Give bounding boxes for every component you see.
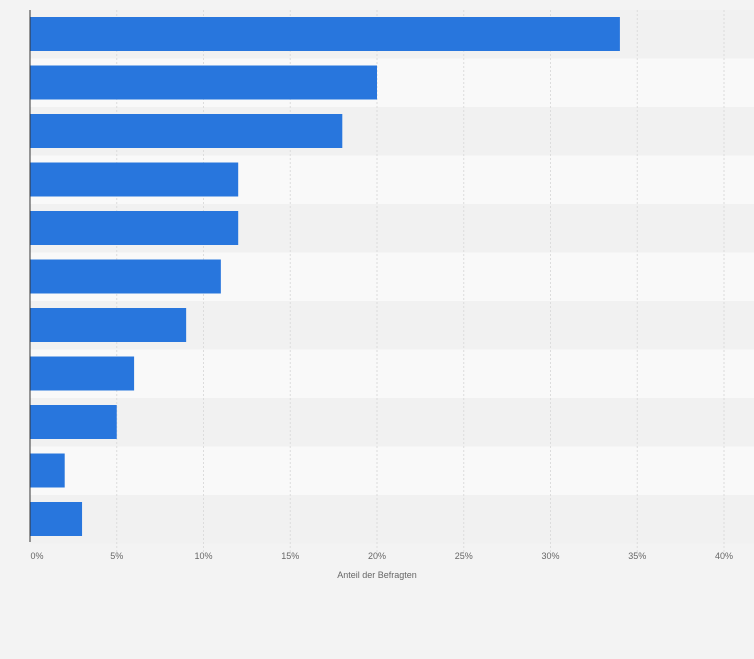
bar — [30, 162, 239, 197]
bars — [30, 17, 620, 536]
bar — [30, 114, 343, 148]
x-tick-label: 5% — [110, 551, 123, 561]
bar — [30, 502, 83, 536]
row-band — [30, 398, 754, 447]
bar — [30, 259, 221, 294]
bar — [30, 17, 620, 51]
gridlines — [116, 10, 725, 554]
x-tick-label: 20% — [368, 551, 386, 561]
x-axis-title: Anteil der Befragten — [337, 570, 417, 580]
x-tick-label: 0% — [30, 551, 43, 561]
x-tick-label: 15% — [281, 551, 299, 561]
x-tick-label: 30% — [541, 551, 559, 561]
x-tick-label: 35% — [628, 551, 646, 561]
row-band — [30, 495, 754, 544]
bar — [30, 356, 135, 391]
bar — [30, 308, 187, 342]
bar — [30, 405, 117, 439]
x-tick-label: 10% — [194, 551, 212, 561]
bar — [30, 453, 65, 488]
row-band — [30, 446, 754, 495]
x-tick-labels: 0% 5% 10% 15% 20% 25% 30% 35% 40% — [30, 551, 733, 561]
x-tick-label: 25% — [455, 551, 473, 561]
x-tick-label: 40% — [715, 551, 733, 561]
row-band — [30, 349, 754, 398]
bar — [30, 211, 239, 245]
bar — [30, 65, 377, 100]
